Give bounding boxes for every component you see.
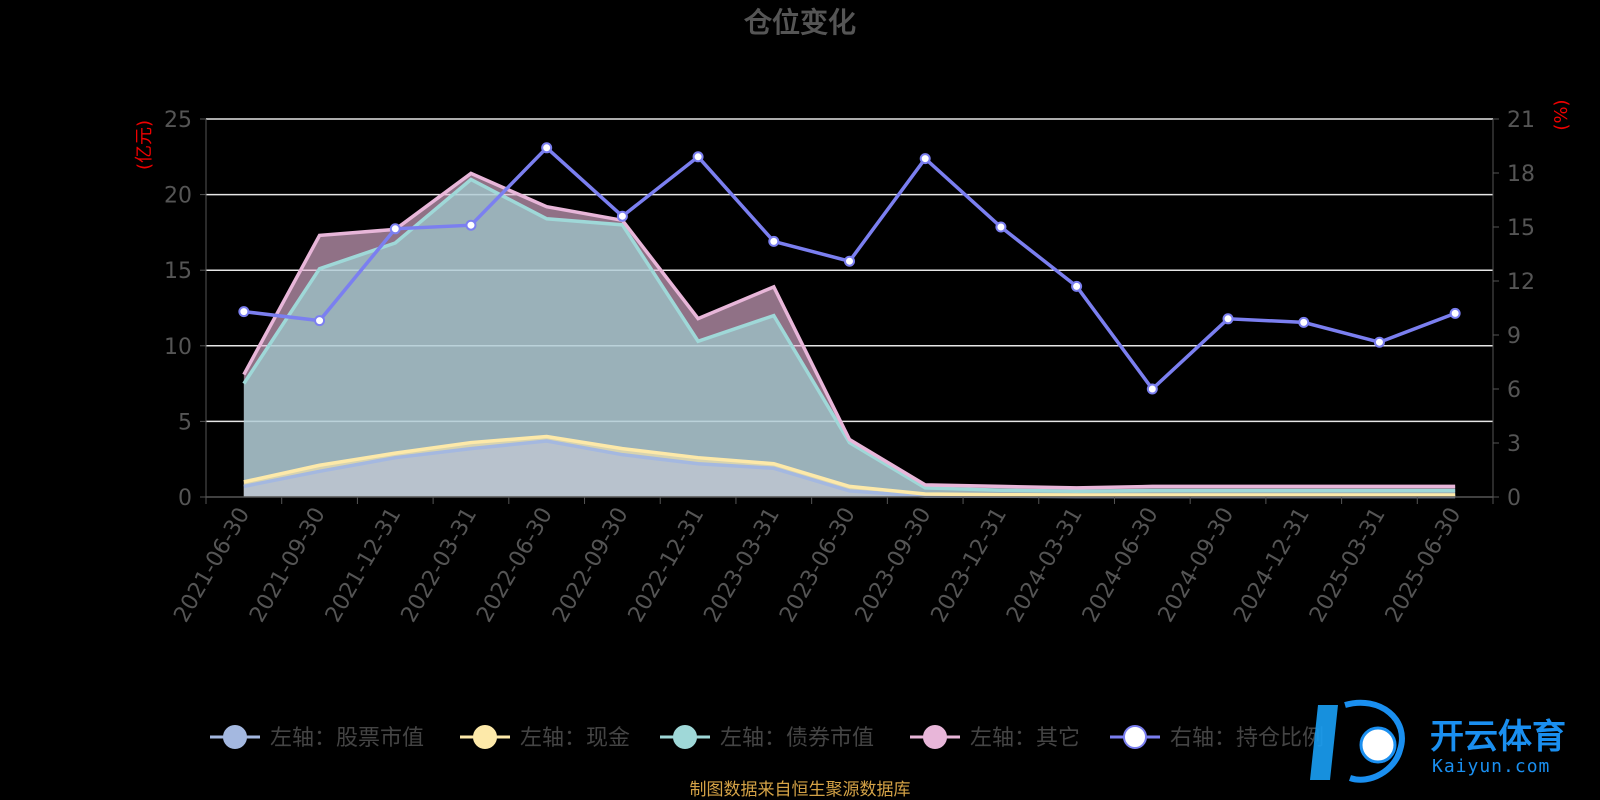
watermark-sub: Kaiyun.com [1432, 756, 1550, 777]
line-point [768, 235, 780, 247]
line-point [389, 223, 401, 235]
line-series [238, 142, 1461, 395]
watermark-logo: 开云体育 Kaiyun.com [1310, 699, 1566, 783]
x-tick-label: 2022-09-30 [548, 504, 634, 627]
x-tick-label: 2022-12-31 [624, 504, 710, 627]
left-tick-label: 20 [164, 184, 192, 209]
legend-label: 左轴：其它 [970, 726, 1080, 751]
legend-marker [1123, 725, 1147, 749]
line-point [238, 306, 250, 318]
legend-marker [223, 725, 247, 749]
legend-marker [473, 725, 497, 749]
area-line [242, 171, 1456, 490]
line-point [1222, 313, 1234, 325]
legend-label: 右轴：持仓比例 [1170, 726, 1324, 751]
line-point [1071, 280, 1083, 292]
line-point [314, 315, 326, 327]
right-tick-label: 12 [1507, 270, 1535, 295]
left-tick-label: 25 [164, 108, 192, 133]
source-note: 制图数据来自恒生聚源数据库 [690, 780, 911, 800]
legend: 左轴：股票市值 左轴：现金 左轴：债券市值 左轴：其它 右轴：持仓比例 [210, 725, 1324, 751]
x-tick-label: 2024-12-31 [1229, 504, 1315, 627]
line-point [919, 153, 931, 165]
left-tick-label: 0 [178, 486, 192, 511]
x-tick-label: 2023-03-31 [699, 504, 785, 627]
line-point [616, 210, 628, 222]
line-point [1298, 316, 1310, 328]
legend-marker [673, 725, 697, 749]
line-point [541, 142, 553, 154]
area-line [243, 434, 1456, 497]
x-tick-label: 2022-06-30 [472, 504, 558, 627]
x-tick-label: 2024-03-31 [1002, 504, 1088, 627]
line-point [692, 151, 704, 163]
chart-title: 仓位变化 [744, 6, 856, 39]
legend-marker [923, 725, 947, 749]
right-tick-label: 18 [1507, 162, 1535, 187]
x-tick-label: 2023-12-31 [927, 504, 1013, 627]
watermark-text: 开云体育 [1430, 717, 1566, 757]
legend-label: 左轴：现金 [520, 726, 630, 751]
area-fill [243, 441, 1456, 497]
area-fill [243, 179, 1456, 498]
legend-item: 左轴：其它 [910, 725, 1080, 751]
legend-item: 右轴：持仓比例 [1110, 725, 1324, 751]
right-tick-label: 0 [1507, 486, 1521, 511]
right-axis-unit: (%) [1551, 99, 1572, 130]
line-point [844, 255, 855, 267]
left-tick-label: 5 [178, 410, 192, 435]
x-tick-label: 2025-03-31 [1305, 504, 1391, 627]
area-series [242, 171, 1456, 499]
x-tick-label: 2025-06-30 [1381, 504, 1467, 627]
left-axis-unit: (亿元) [134, 120, 155, 170]
area-line [242, 177, 1456, 494]
x-tick-label: 2021-12-31 [321, 504, 407, 627]
line-point [465, 219, 477, 231]
x-tick-label: 2023-06-30 [775, 504, 861, 627]
x-tick-label: 2021-06-30 [169, 504, 255, 627]
x-tick-label: 2022-03-31 [397, 504, 483, 627]
right-tick-label: 3 [1507, 432, 1521, 457]
x-tick-label: 2021-09-30 [245, 504, 331, 627]
legend-item: 左轴：股票市值 [210, 725, 424, 751]
right-tick-label: 21 [1507, 108, 1535, 133]
legend-item: 左轴：债券市值 [660, 725, 874, 751]
left-tick-label: 15 [164, 259, 192, 284]
right-tick-label: 6 [1507, 378, 1521, 403]
line-point [1373, 336, 1385, 348]
legend-label: 左轴：股票市值 [270, 726, 424, 751]
legend-item: 左轴：现金 [460, 725, 630, 751]
legend-label: 左轴：债券市值 [720, 726, 874, 751]
x-tick-label: 2024-09-30 [1154, 504, 1240, 627]
right-tick-label: 15 [1507, 216, 1535, 241]
right-tick-label: 9 [1507, 324, 1521, 349]
line-point [1449, 307, 1461, 319]
line-point [995, 221, 1007, 233]
left-tick-label: 10 [164, 335, 192, 360]
x-tick-label: 2024-06-30 [1078, 504, 1164, 627]
x-tick-label: 2023-09-30 [851, 503, 937, 626]
line-point [1146, 383, 1158, 395]
